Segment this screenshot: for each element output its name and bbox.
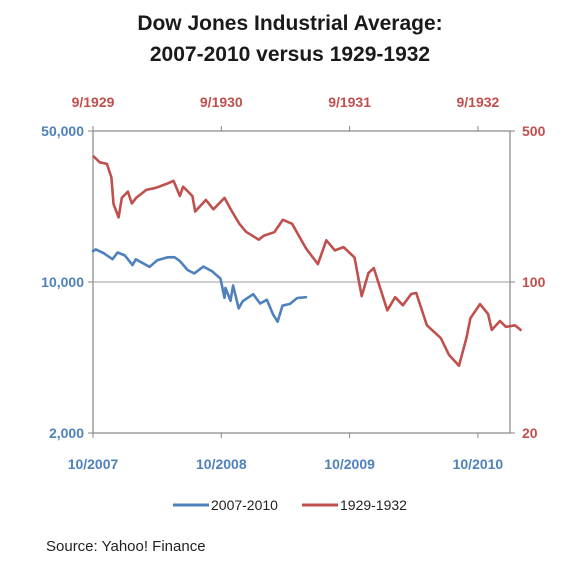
top-tick-label: 9/1931 bbox=[328, 94, 371, 110]
legend: 2007-2010 1929-1932 bbox=[173, 497, 407, 513]
bottom-tick-label: 10/2008 bbox=[196, 456, 247, 472]
series-lines bbox=[91, 155, 522, 367]
top-tick-label: 9/1930 bbox=[200, 94, 243, 110]
top-tick-label: 9/1929 bbox=[72, 94, 115, 110]
bottom-tick-label: 10/2007 bbox=[68, 456, 119, 472]
right-tick-label: 20 bbox=[522, 425, 538, 441]
right-tick-label: 500 bbox=[522, 123, 546, 139]
chart-title-line-2: 2007-2010 versus 1929-1932 bbox=[149, 43, 431, 66]
axis-ticks: 50,000 10,000 2,000 500 100 20 10/2007 10/2008 1… bbox=[41, 94, 545, 472]
series-line-2007-2010 bbox=[91, 248, 308, 323]
source-note: Source: Yahoo! Finance bbox=[46, 538, 206, 555]
bottom-tick-label: 10/2009 bbox=[324, 456, 375, 472]
chart-title-line-1: Dow Jones Industrial Average: bbox=[137, 12, 443, 35]
left-tick-label: 10,000 bbox=[41, 274, 84, 290]
bottom-tick-label: 10/2010 bbox=[453, 456, 504, 472]
right-tick-label: 100 bbox=[522, 274, 546, 290]
chart-title: Dow Jones Industrial Average: 2007-2010 … bbox=[0, 8, 580, 70]
top-tick-label: 9/1932 bbox=[457, 94, 500, 110]
left-tick-label: 2,000 bbox=[49, 425, 84, 441]
series-line-1929-1932 bbox=[92, 155, 522, 367]
legend-label: 2007-2010 bbox=[211, 497, 278, 513]
legend-label: 1929-1932 bbox=[340, 497, 407, 513]
plot-area bbox=[92, 130, 511, 434]
left-tick-label: 50,000 bbox=[41, 123, 84, 139]
